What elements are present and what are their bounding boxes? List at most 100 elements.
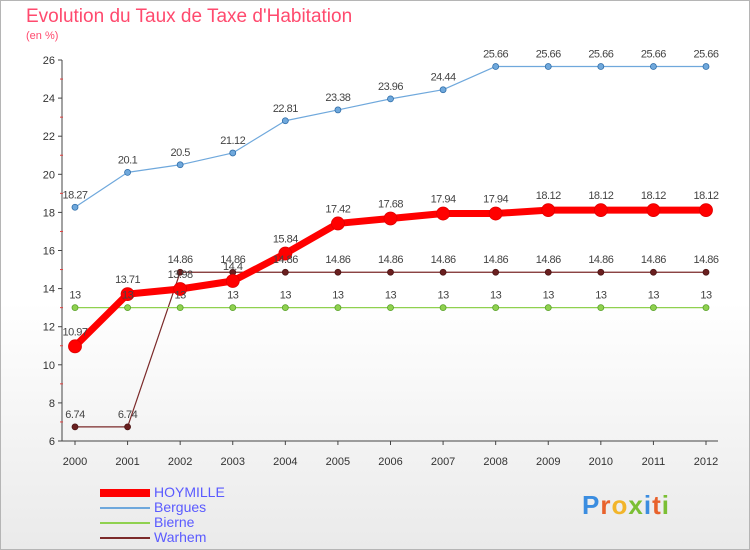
data-point-warhem xyxy=(387,268,394,276)
x-tick-label: 2012 xyxy=(694,456,718,468)
data-label-bierne: 13 xyxy=(122,290,134,302)
data-point-bergues xyxy=(650,63,657,70)
data-point-warhem xyxy=(124,423,131,431)
data-point-bierne xyxy=(650,304,657,312)
data-label-bergues: 25.66 xyxy=(693,48,718,60)
data-label-bierne: 13 xyxy=(700,290,712,302)
x-tick-label: 2008 xyxy=(483,456,507,468)
data-point-hoymille xyxy=(699,203,713,218)
data-point-bierne xyxy=(544,304,552,312)
data-label-warhem: 6.74 xyxy=(65,409,85,421)
data-point-warhem xyxy=(597,268,605,276)
data-label-hoymille: 17.94 xyxy=(431,194,456,206)
y-tick-label: 22 xyxy=(43,131,55,143)
data-label-warhem: 14.86 xyxy=(693,254,718,266)
data-label-warhem: 14.86 xyxy=(431,254,456,266)
data-label-hoymille: 18.12 xyxy=(536,190,561,202)
data-label-warhem: 14.86 xyxy=(536,254,561,266)
legend-swatch xyxy=(100,507,150,509)
data-point-bergues xyxy=(281,117,289,125)
data-point-hoymille xyxy=(225,274,240,288)
data-label-bierne: 13 xyxy=(385,290,397,302)
legend-label: Bergues xyxy=(154,499,207,515)
data-label-hoymille: 13.71 xyxy=(115,274,140,286)
x-tick-label: 2003 xyxy=(221,456,245,468)
x-tick-label: 2010 xyxy=(589,456,613,468)
data-point-bierne xyxy=(176,304,184,312)
legend-label: Bierne xyxy=(154,514,195,530)
data-point-hoymille xyxy=(383,211,398,226)
data-label-hoymille: 17.68 xyxy=(378,198,403,210)
data-point-bergues xyxy=(334,106,342,114)
data-point-bergues xyxy=(544,63,552,70)
chart-unit-label: (en %) xyxy=(26,30,59,42)
data-point-warhem xyxy=(702,268,710,276)
data-point-bierne xyxy=(281,304,289,312)
data-point-hoymille xyxy=(68,339,82,354)
legend-swatch xyxy=(100,537,150,539)
legend-label: Warhem xyxy=(154,529,207,545)
data-label-bergues: 24.44 xyxy=(431,72,456,84)
data-point-hoymille xyxy=(278,246,293,261)
data-point-bierne xyxy=(439,304,447,312)
chart-data-labels: 10.97 13.71 13.98 14.4 15.84 17.42 17.68 17.94 1… xyxy=(62,48,719,421)
data-label-warhem: 14.86 xyxy=(641,254,666,266)
legend-swatch xyxy=(100,489,150,497)
chart-title: Evolution du Taux de Taxe d'Habitation xyxy=(26,6,353,27)
data-point-bergues xyxy=(229,149,237,157)
data-point-bergues xyxy=(71,203,79,211)
data-point-bierne xyxy=(387,304,394,312)
data-label-bierne: 13 xyxy=(437,290,449,302)
data-point-hoymille xyxy=(541,203,556,218)
data-label-bergues: 20.5 xyxy=(170,147,190,159)
data-label-hoymille: 18.12 xyxy=(588,190,613,202)
data-point-bierne xyxy=(229,304,237,312)
data-point-bierne xyxy=(71,304,79,312)
data-label-warhem: 14.86 xyxy=(220,254,245,266)
chart-series-lines xyxy=(68,63,713,431)
data-label-bergues: 23.96 xyxy=(378,81,403,93)
x-tick-label: 2001 xyxy=(115,456,139,468)
data-point-bergues xyxy=(124,168,131,176)
data-point-warhem xyxy=(281,268,289,276)
data-point-bierne xyxy=(492,304,500,312)
y-tick-label: 10 xyxy=(43,360,55,372)
legend-swatch xyxy=(100,522,150,524)
data-label-bierne: 13 xyxy=(332,290,344,302)
data-label-bierne: 13 xyxy=(595,290,607,302)
y-tick-label: 24 xyxy=(43,93,55,105)
data-point-bergues xyxy=(597,63,605,70)
data-label-hoymille: 17.42 xyxy=(325,203,350,215)
y-tick-label: 18 xyxy=(43,207,55,219)
data-label-bergues: 25.66 xyxy=(483,48,508,60)
y-tick-label: 16 xyxy=(43,246,55,258)
y-tick-label: 14 xyxy=(43,284,55,296)
data-label-bergues: 25.66 xyxy=(536,48,561,60)
data-point-warhem xyxy=(71,423,79,431)
data-point-bergues xyxy=(387,95,394,103)
chart-axes: 6 8 10 12 14 16 18 20 22 24 26 2000 2001 2002 2003 2004… xyxy=(43,55,718,468)
data-label-bierne: 13 xyxy=(227,290,239,302)
legend-label: HOYMILLE xyxy=(154,484,225,500)
data-point-hoymille xyxy=(593,203,608,218)
data-point-hoymille xyxy=(120,287,135,302)
data-label-bergues: 25.66 xyxy=(641,48,666,60)
data-label-bierne: 13 xyxy=(175,290,187,302)
data-label-bierne: 13 xyxy=(280,290,292,302)
data-label-hoymille: 15.84 xyxy=(273,234,298,246)
data-label-bergues: 22.81 xyxy=(273,103,298,115)
data-label-warhem: 14.86 xyxy=(273,254,298,266)
data-label-bergues: 23.38 xyxy=(325,92,350,104)
data-label-bierne: 13 xyxy=(69,290,81,302)
data-label-hoymille: 18.12 xyxy=(693,190,718,202)
x-tick-label: 2004 xyxy=(273,456,297,468)
data-point-hoymille xyxy=(173,282,188,296)
data-point-warhem xyxy=(176,268,184,276)
data-label-bierne: 13 xyxy=(648,290,660,302)
data-point-hoymille xyxy=(331,216,345,231)
data-label-bierne: 13 xyxy=(543,290,555,302)
y-tick-label: 8 xyxy=(49,398,55,410)
data-point-bergues xyxy=(702,63,710,70)
data-point-bierne xyxy=(124,304,131,312)
